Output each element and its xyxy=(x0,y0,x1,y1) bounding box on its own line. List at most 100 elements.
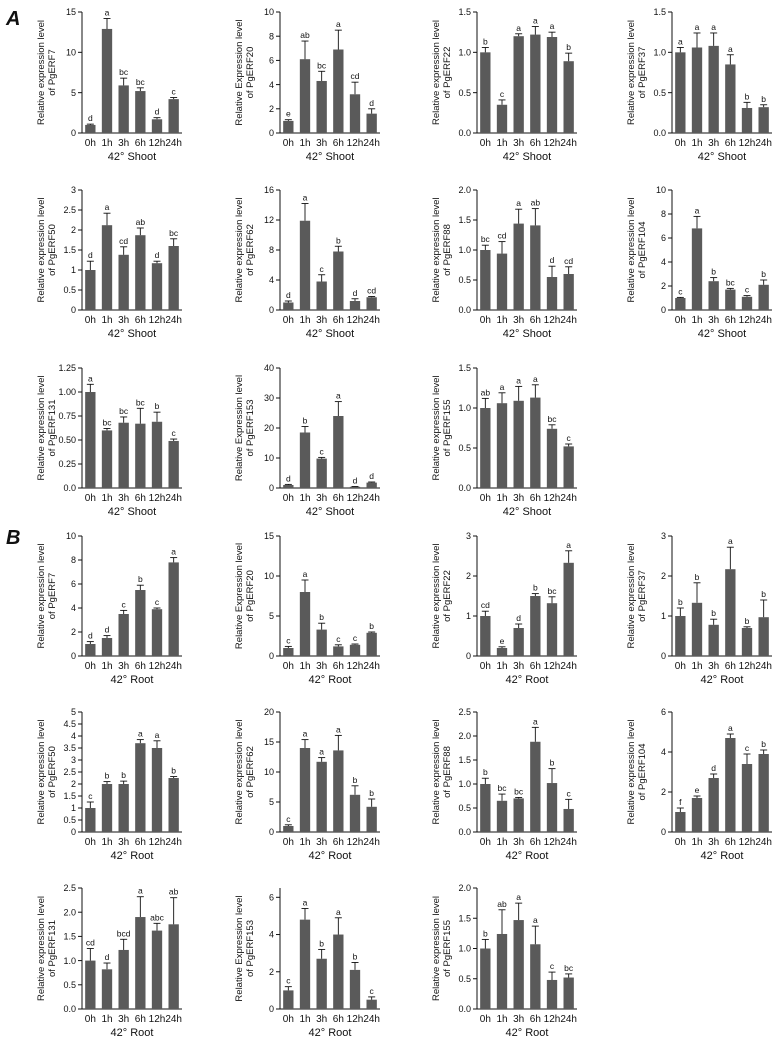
bar xyxy=(366,113,377,133)
y-tick-label: 1.0 xyxy=(458,779,471,789)
x-tick-label: 0h xyxy=(283,138,294,149)
bar xyxy=(168,924,179,1009)
bar xyxy=(349,969,361,1009)
y-tick-label: 10 xyxy=(264,571,274,581)
bar xyxy=(530,596,541,656)
x-axis-label: 42° Root xyxy=(701,850,744,862)
y-tick-label: 12 xyxy=(264,215,274,225)
significance-letter: a xyxy=(319,747,324,757)
y-tick-label: 4.5 xyxy=(63,719,76,729)
significance-letter: a xyxy=(336,907,341,917)
y-tick-label: 2.0 xyxy=(63,907,76,917)
bar xyxy=(725,289,736,310)
x-tick-label: 0h xyxy=(283,493,294,504)
bar xyxy=(168,440,179,488)
significance-letter: bc xyxy=(119,67,129,77)
chart-a-7: 0.0 0.5 1.0 1.5 2.0 Relative expression level… xyxy=(431,185,577,340)
significance-letter: a xyxy=(533,374,538,384)
bar xyxy=(546,979,558,1009)
significance-letter: a xyxy=(88,373,93,383)
significance-letter: d xyxy=(353,476,358,486)
significance-letter: d xyxy=(105,952,110,962)
y-axis-label-gene: of PgERF131 xyxy=(47,920,58,977)
bar xyxy=(496,403,508,488)
significance-letter: c xyxy=(320,264,325,274)
bar xyxy=(366,297,377,310)
bar xyxy=(299,432,311,488)
y-tick-label: 0.0 xyxy=(458,1004,471,1014)
bar xyxy=(691,602,703,656)
significance-letter: f xyxy=(679,797,682,807)
x-tick-label: 0h xyxy=(283,1014,294,1025)
significance-letter: bc xyxy=(548,414,558,424)
bar xyxy=(725,569,736,656)
significance-letter: c xyxy=(286,635,291,645)
x-tick-label: 12h xyxy=(149,837,166,848)
bar xyxy=(168,99,179,133)
y-tick-label: 6 xyxy=(269,893,274,903)
x-tick-label: 1h xyxy=(101,493,112,504)
x-tick-label: 3h xyxy=(118,837,129,848)
x-axis-label: 42° Root xyxy=(506,850,549,862)
significance-letter: c xyxy=(500,89,505,99)
bar xyxy=(530,34,541,133)
x-tick-label: 3h xyxy=(118,1014,129,1025)
significance-letter: b xyxy=(353,775,358,785)
significance-letter: e xyxy=(286,109,291,119)
significance-letter: a xyxy=(678,36,683,46)
bar xyxy=(85,270,96,310)
chart-b-9: 0.0 0.5 1.0 1.5 2.0 2.5 Relative expression le… xyxy=(36,883,182,1039)
bar xyxy=(708,281,719,310)
x-tick-label: 3h xyxy=(513,1014,524,1025)
chart-b-1: 0 2 4 6 8 10 Relative expression level of PgERF… xyxy=(36,531,182,686)
significance-letter: c xyxy=(567,788,572,798)
y-axis-label-gene: of PgERF88 xyxy=(442,224,453,276)
y-tick-label: 6 xyxy=(71,579,76,589)
bar xyxy=(366,999,377,1009)
y-tick-label: 2 xyxy=(661,571,666,581)
y-tick-label: 2.5 xyxy=(63,883,76,893)
x-axis-label: 42° Root xyxy=(111,850,154,862)
y-tick-label: 3 xyxy=(71,755,76,765)
significance-letter: b xyxy=(138,574,143,584)
significance-letter: a xyxy=(516,892,521,902)
x-tick-label: 6h xyxy=(725,315,736,326)
y-tick-label: 0 xyxy=(269,1004,274,1014)
x-tick-label: 24h xyxy=(755,661,772,672)
bar xyxy=(758,754,769,832)
bar xyxy=(316,761,327,832)
bar xyxy=(563,446,574,488)
bar xyxy=(480,948,491,1009)
bar xyxy=(675,812,686,832)
chart-a-3: 0.0 0.5 1.0 1.5 Relative expression level of … xyxy=(431,7,577,163)
significance-letter: a xyxy=(516,198,521,208)
y-tick-label: 0 xyxy=(269,483,274,493)
significance-letter: b xyxy=(483,928,488,938)
bar xyxy=(480,616,491,656)
x-tick-label: 12h xyxy=(149,138,166,149)
x-tick-label: 0h xyxy=(283,661,294,672)
chart-b-5: 0 0.5 1 1.5 2 2.5 3 3.5 4 4.5 5 Relative expression… xyxy=(36,707,182,862)
bar xyxy=(691,228,703,310)
y-tick-label: 6 xyxy=(661,707,666,717)
significance-letter: b xyxy=(353,951,358,961)
x-tick-label: 1h xyxy=(691,837,702,848)
significance-letter: c xyxy=(336,634,341,644)
y-tick-label: 1.5 xyxy=(653,7,666,17)
x-axis-label: 42° Root xyxy=(309,850,352,862)
y-tick-label: 1 xyxy=(466,611,471,621)
chart-b-4: 0 1 2 3 Relative expression level of PgERF37 b… xyxy=(626,531,772,686)
bar xyxy=(333,49,344,134)
bar xyxy=(168,778,179,832)
bar xyxy=(299,919,311,1009)
significance-letter: d xyxy=(369,98,374,108)
y-tick-label: 4 xyxy=(269,80,274,90)
y-tick-label: 20 xyxy=(264,707,274,717)
y-axis-label-gene: of PgERF22 xyxy=(442,47,453,99)
x-tick-label: 12h xyxy=(149,493,166,504)
significance-letter: a xyxy=(336,19,341,29)
bar xyxy=(283,485,294,488)
significance-letter: b xyxy=(336,235,341,245)
x-tick-label: 24h xyxy=(560,138,577,149)
